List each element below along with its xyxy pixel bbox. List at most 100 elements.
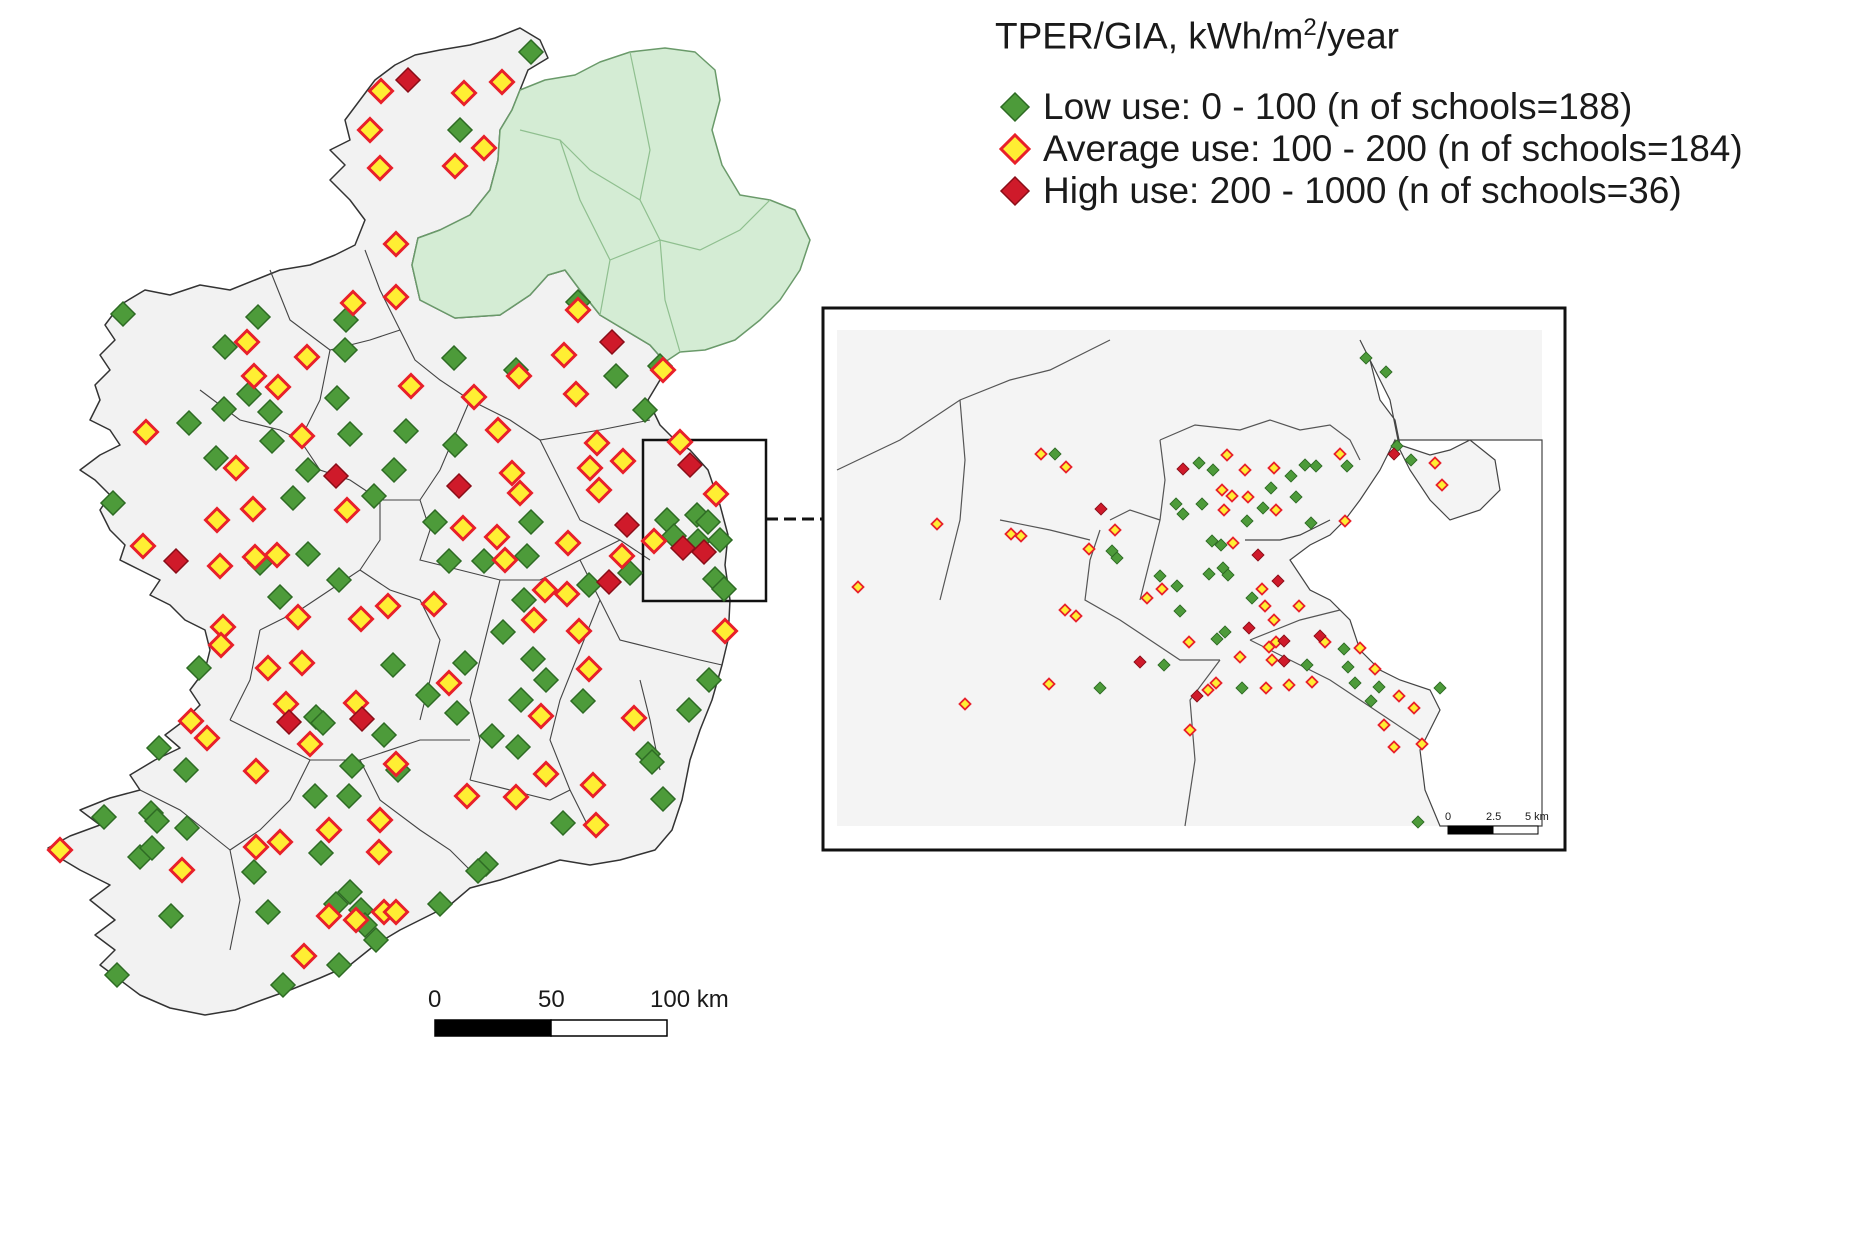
inset-school-low-marker [1300, 658, 1314, 672]
main-map-school-points [46, 38, 739, 999]
inset-school-average-marker [930, 517, 944, 531]
school-average-marker [554, 529, 582, 557]
school-average-marker [132, 418, 160, 446]
inset-school-high-marker [1387, 447, 1401, 461]
school-average-marker [550, 341, 578, 369]
inset-school-low-marker [1364, 694, 1378, 708]
inset-school-average-marker [1305, 675, 1319, 689]
school-low-marker [331, 336, 359, 364]
inset-scale-label-2-5: 2.5 [1486, 811, 1502, 823]
inset-school-low-marker [1304, 516, 1318, 530]
school-average-marker [333, 496, 361, 524]
school-high-marker [445, 472, 473, 500]
school-low-marker [532, 666, 560, 694]
school-average-marker [254, 654, 282, 682]
inset-school-high-marker [1271, 574, 1285, 588]
school-average-marker [666, 428, 694, 456]
school-average-marker [263, 541, 291, 569]
school-low-marker [211, 333, 239, 361]
school-average-marker [382, 750, 410, 778]
school-average-marker [239, 495, 267, 523]
inset-school-low-marker [1195, 497, 1209, 511]
inset-school-average-marker [1069, 609, 1083, 623]
inset-school-average-marker [1182, 635, 1196, 649]
inset-school-average-marker [1387, 740, 1401, 754]
inset-school-low-marker [1256, 501, 1270, 515]
school-high-marker [598, 328, 626, 356]
inset-school-low-marker [1048, 447, 1062, 461]
school-low-marker [325, 566, 353, 594]
inset-school-average-marker [1183, 723, 1197, 737]
school-average-marker [296, 730, 324, 758]
school-average-marker [293, 343, 321, 371]
school-average-marker [397, 372, 425, 400]
school-average-marker [290, 942, 318, 970]
inset-school-average-marker [1435, 478, 1449, 492]
school-average-marker [242, 757, 270, 785]
inset-school-average-marker [1407, 701, 1421, 715]
inset-scale-bar [1447, 825, 1539, 835]
school-low-marker [510, 586, 538, 614]
inset-school-low-marker [1157, 658, 1171, 672]
school-low-marker [507, 686, 535, 714]
legend-title-superscript: 2 [1303, 14, 1317, 41]
school-low-marker [675, 696, 703, 724]
school-average-marker [576, 454, 604, 482]
inset-school-low-marker [1170, 579, 1184, 593]
inset-school-average-marker [1259, 681, 1273, 695]
school-average-marker [264, 373, 292, 401]
school-low-marker [336, 420, 364, 448]
school-high-marker [162, 547, 190, 575]
school-average-marker [241, 543, 269, 571]
inset-school-low-marker [1169, 497, 1183, 511]
school-average-marker [356, 116, 384, 144]
school-average-marker [365, 838, 393, 866]
school-average-marker [564, 296, 592, 324]
yellow-diamond-icon [995, 129, 1035, 169]
inset-school-average-marker [1140, 591, 1154, 605]
school-average-marker [266, 828, 294, 856]
school-low-marker [109, 300, 137, 328]
inset-school-average-marker [1255, 582, 1269, 596]
inset-school-low-marker [1359, 351, 1373, 365]
school-average-marker [553, 580, 581, 608]
inset-school-average-marker [1209, 676, 1223, 690]
inset-school-average-marker [1217, 503, 1231, 517]
school-low-marker [323, 384, 351, 412]
inset-school-low-marker [1176, 507, 1190, 521]
inset-school-average-marker [1377, 718, 1391, 732]
inset-school-low-marker [1093, 681, 1107, 695]
scale-bar [434, 1019, 668, 1037]
school-average-marker [288, 649, 316, 677]
legend-label-high: High use: 200 - 1000 (n of schools=36) [1043, 170, 1682, 211]
school-average-marker [420, 590, 448, 618]
inset-school-low-marker [1340, 459, 1354, 473]
school-low-marker [504, 733, 532, 761]
school-average-marker [505, 362, 533, 390]
school-average-marker [207, 631, 235, 659]
school-average-marker [435, 669, 463, 697]
school-low-marker [210, 395, 238, 423]
school-high-marker [595, 568, 623, 596]
school-average-marker [506, 479, 534, 507]
inset-school-average-marker [1108, 523, 1122, 537]
inset-school-high-marker [1242, 621, 1256, 635]
school-high-marker [690, 538, 718, 566]
school-low-marker [370, 721, 398, 749]
school-low-marker [706, 526, 734, 554]
school-low-marker [279, 484, 307, 512]
legend-item-low: Low use: 0 - 100 (n of schools=188) [995, 86, 1632, 128]
school-average-marker [203, 506, 231, 534]
school-low-marker [631, 396, 659, 424]
school-average-marker [315, 816, 343, 844]
school-average-marker [240, 362, 268, 390]
inset-school-average-marker [1226, 536, 1240, 550]
school-low-marker [256, 398, 284, 426]
school-low-marker [335, 782, 363, 810]
school-low-marker [103, 961, 131, 989]
legend-item-high: High use: 200 - 1000 (n of schools=36) [995, 170, 1682, 212]
school-low-marker [362, 926, 390, 954]
school-low-marker [309, 709, 337, 737]
inset-school-average-marker [1265, 653, 1279, 667]
inset-school-low-marker [1153, 569, 1167, 583]
